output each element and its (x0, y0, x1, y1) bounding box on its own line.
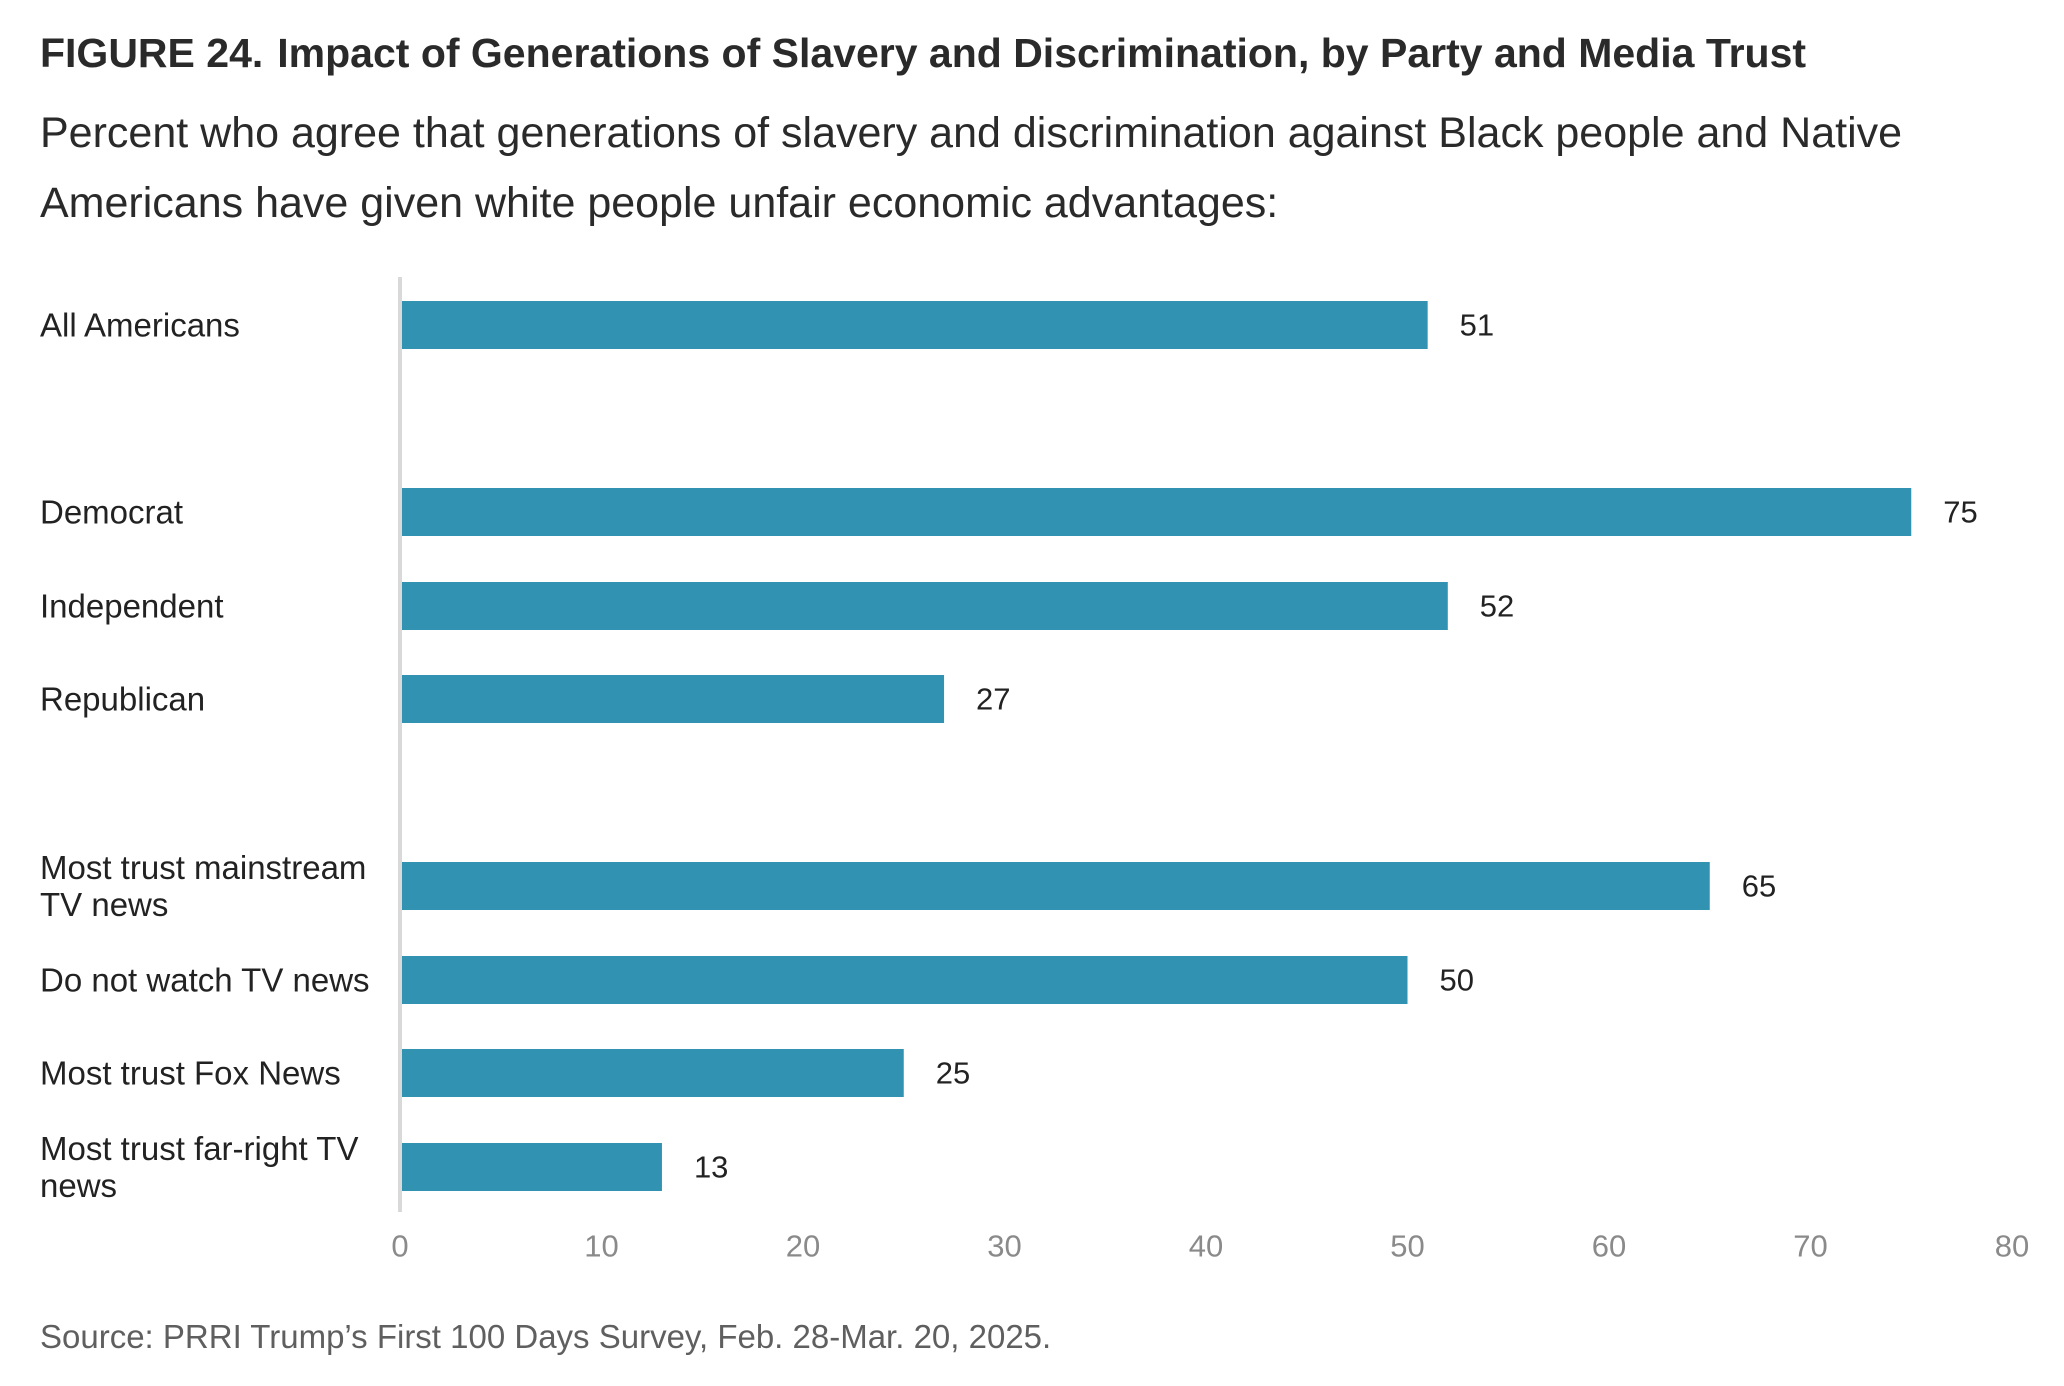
x-tick-label-0: 0 (391, 1229, 408, 1264)
x-tick-label-3: 30 (987, 1229, 1021, 1264)
category-label-democrat: Democrat (40, 493, 184, 531)
figure-number: FIGURE 24. (40, 30, 264, 76)
x-tick-label-5: 50 (1390, 1229, 1424, 1264)
bar-value-label-7: 13 (694, 1150, 728, 1185)
x-tick-label-4: 40 (1189, 1229, 1223, 1264)
category-label-far-right-tv: Most trust far-right TV news (40, 1130, 359, 1204)
bar-1 (402, 488, 1912, 536)
chart-subtitle: Percent who agree that generations of sl… (40, 109, 1903, 227)
x-tick-label-2: 20 (786, 1229, 820, 1264)
bar-4 (402, 862, 1710, 910)
bar-2 (402, 582, 1448, 630)
category-label-fox-news: Most trust Fox News (40, 1054, 341, 1092)
bar-0 (402, 301, 1428, 349)
bar-value-label-5: 50 (1440, 963, 1474, 998)
x-tick-label-7: 70 (1793, 1229, 1827, 1264)
bar-7 (402, 1143, 662, 1191)
chart-title: FIGURE 24. Impact of Generations of Slave… (40, 30, 1806, 77)
category-label-republican: Republican (40, 680, 206, 718)
category-label-all-americans: All Americans (40, 306, 240, 344)
bar-value-label-2: 52 (1480, 589, 1514, 624)
bar-value-label-4: 65 (1742, 869, 1776, 904)
bar-6 (402, 1049, 904, 1097)
category-label-no-tv: Do not watch TV news (40, 961, 370, 999)
bar-3 (402, 675, 945, 723)
figure-title: Impact of Generations of Slavery and Dis… (277, 30, 1807, 76)
x-tick-label-8: 80 (1995, 1229, 2029, 1264)
category-label-independent: Independent (40, 587, 224, 625)
bar-chart: 51 75 52 27 65 50 25 13 0 10 20 30 40 50 60 70 80 (391, 277, 2029, 1264)
bar-value-label-0: 51 (1460, 308, 1494, 343)
bar-value-label-3: 27 (976, 682, 1010, 717)
source-note: Source: PRRI Trump’s First 100 Days Surv… (40, 1318, 1052, 1355)
x-tick-label-1: 10 (584, 1229, 618, 1264)
x-tick-label-6: 60 (1592, 1229, 1626, 1264)
bar-value-label-1: 75 (1943, 495, 1977, 530)
category-label-mainstream-tv: Most trust mainstream TV news (40, 849, 367, 923)
bar-5 (402, 956, 1408, 1004)
bar-value-label-6: 25 (936, 1056, 970, 1091)
